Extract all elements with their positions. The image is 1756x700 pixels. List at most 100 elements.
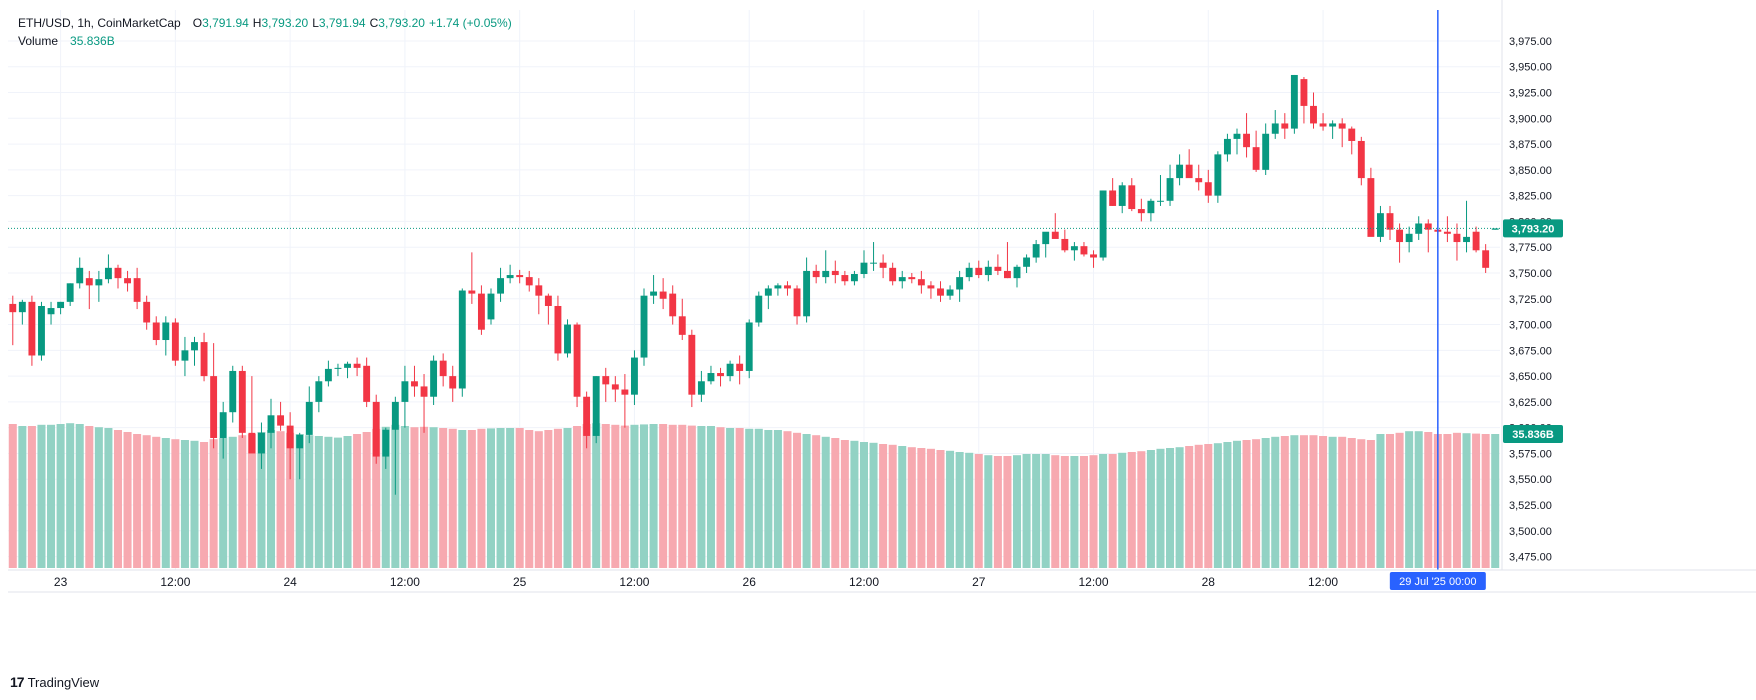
volume-bar (314, 436, 323, 568)
candle-body (583, 396, 591, 436)
volume-label[interactable]: Volume (18, 34, 59, 48)
candle-body (1348, 128, 1356, 141)
candle-body (305, 401, 313, 435)
candle-body (411, 381, 418, 387)
volume-bar (372, 428, 381, 568)
candle-body (640, 295, 648, 358)
y-tick-label: 3,625.00 (1509, 397, 1552, 409)
volume-bar (1051, 455, 1060, 568)
y-tick-label: 3,900.00 (1509, 113, 1552, 125)
candle-body (592, 376, 600, 436)
volume-bar (1414, 431, 1423, 568)
y-tick-label: 3,975.00 (1509, 36, 1552, 48)
volume-bar (1070, 456, 1079, 568)
volume-bar (152, 436, 161, 568)
y-tick-label: 3,775.00 (1509, 242, 1552, 254)
candle-body (1004, 270, 1011, 279)
candle-body (372, 401, 380, 457)
candle-body (363, 365, 371, 402)
candle-body (678, 316, 686, 335)
candle-body (726, 363, 734, 377)
candle-body (1424, 223, 1432, 230)
y-tick-label: 3,875.00 (1509, 139, 1552, 151)
candle-body (946, 289, 954, 296)
symbol-title[interactable]: ETH/USD, 1h, CoinMarketCap (18, 16, 181, 30)
candle-body (458, 290, 466, 389)
volume-bar (104, 428, 113, 568)
candle-body (822, 270, 830, 278)
candle-body (38, 305, 45, 356)
volume-bar (630, 424, 639, 568)
candle-body (152, 322, 160, 341)
candle-body (57, 301, 65, 309)
x-tick-label: 26 (743, 575, 757, 589)
candle-body (917, 279, 925, 286)
candle-body (1491, 228, 1499, 230)
volume-bar (1462, 433, 1471, 568)
candle-body (1329, 123, 1337, 127)
volume-bar (429, 427, 438, 568)
volume-bar (544, 430, 553, 568)
candle-body (162, 322, 170, 341)
volume-bar (1481, 434, 1490, 568)
volume-bar (1156, 448, 1165, 568)
volume-bar (1395, 432, 1404, 568)
close-value: 3,793.20 (378, 16, 425, 30)
candle-body (525, 277, 533, 286)
candle-body (506, 275, 514, 279)
candle-body (1080, 246, 1088, 255)
candle-body (114, 267, 122, 279)
volume-bar (974, 454, 983, 568)
volume-bar (525, 430, 534, 568)
candle-body (1319, 123, 1327, 127)
candle-body (564, 324, 571, 354)
volume-row: Volume 35.836B (18, 32, 512, 50)
candle-body (468, 290, 476, 294)
candle-body (1463, 236, 1470, 243)
volume-bar (324, 436, 333, 568)
volume-bar (200, 442, 209, 568)
low-label: L (312, 16, 319, 30)
volume-bar (620, 425, 629, 568)
candle-body (927, 285, 935, 289)
volume-bar (955, 452, 964, 568)
volume-bar (47, 424, 56, 568)
candle-body (133, 278, 141, 302)
candle-body (1195, 178, 1203, 183)
tradingview-logo[interactable]: 17 TradingView (10, 674, 99, 690)
low-value: 3,791.94 (318, 16, 366, 30)
volume-label-text: 35.836B (1512, 429, 1554, 441)
volume-bar (1213, 443, 1222, 568)
candle-body (621, 389, 629, 395)
change-value: +1.74 (+0.05%) (428, 16, 512, 30)
candle-body (229, 370, 237, 413)
candle-body (191, 342, 198, 351)
candle-body (1090, 254, 1097, 258)
volume-bar (1357, 439, 1366, 568)
candle-body (1377, 213, 1384, 237)
x-tick-label: 28 (1202, 575, 1216, 589)
price-label-badge (1503, 219, 1563, 238)
crosshair-date-text: 29 Jul '25 00:00 (1399, 576, 1476, 588)
volume-bar (1060, 456, 1069, 568)
volume-bar (1032, 454, 1041, 568)
candle-body (1453, 233, 1461, 243)
volume-bar (75, 424, 84, 568)
volume-bar (276, 431, 285, 568)
candle-body (688, 334, 696, 395)
candle-body (870, 262, 877, 264)
volume-bar (601, 424, 610, 568)
volume-bar (1491, 434, 1500, 568)
candle-body (1204, 182, 1212, 196)
tradingview-logo-icon: 17 (10, 674, 25, 690)
candle-body (516, 275, 524, 278)
candle-body (18, 301, 26, 313)
axes: 3,475.00 3,500.00 3,525.00 3,550.00 3,575.00… (8, 0, 1756, 593)
crosshair-date-badge (1389, 572, 1486, 590)
y-tick-label: 3,850.00 (1509, 165, 1552, 177)
volume-bar (228, 436, 237, 568)
candle-body (554, 305, 562, 354)
y-tick-label: 3,550.00 (1509, 474, 1552, 486)
candle-body (784, 285, 791, 289)
